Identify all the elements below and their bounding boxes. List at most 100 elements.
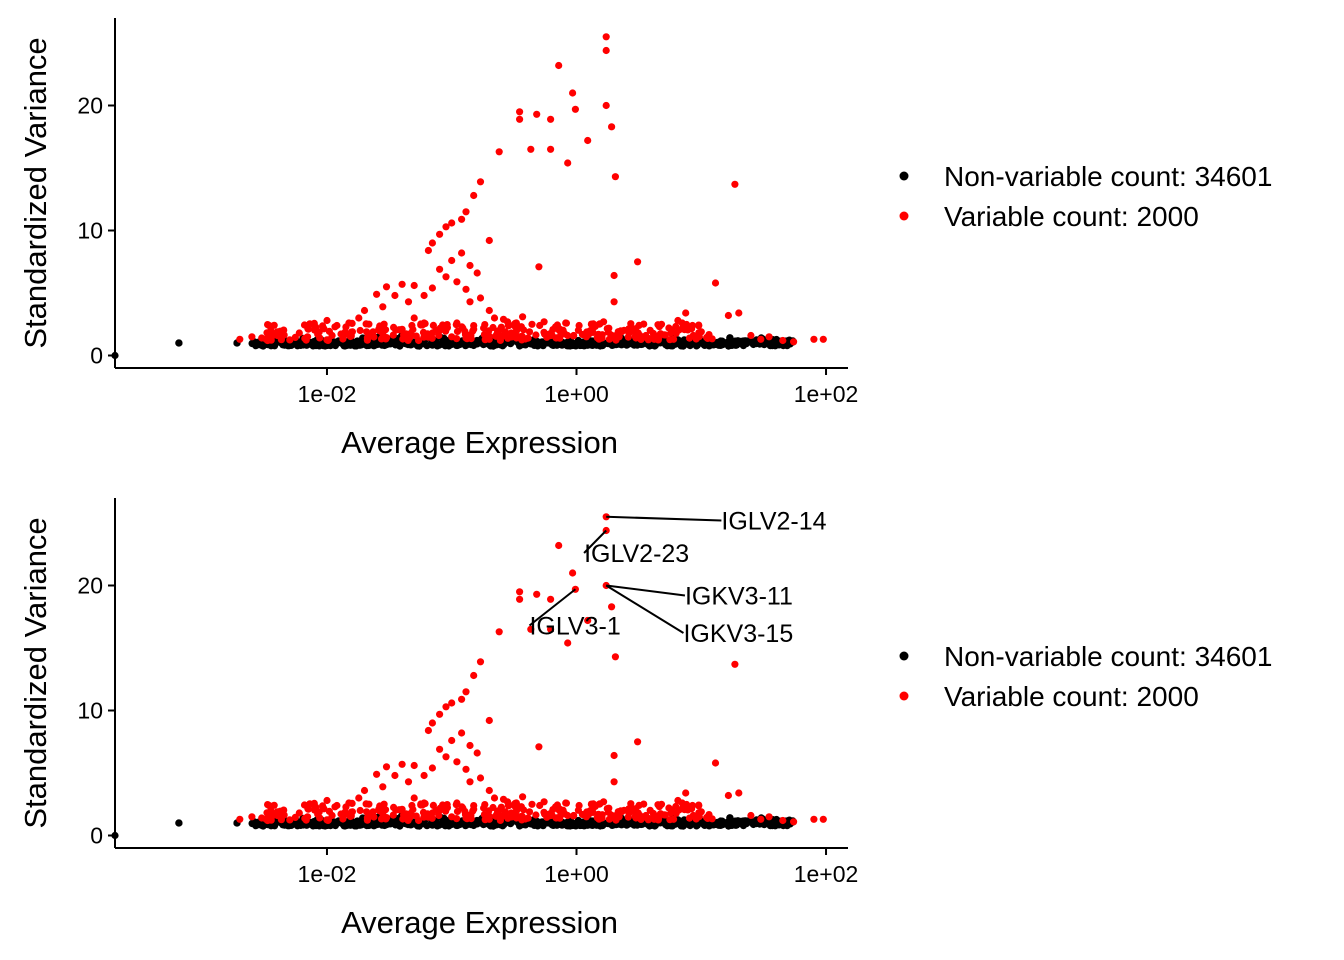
variable-point bbox=[442, 801, 450, 810]
nonvariable-point bbox=[772, 338, 780, 346]
variable-point bbox=[670, 815, 678, 823]
variable-point bbox=[360, 786, 369, 795]
variable-point bbox=[453, 807, 462, 816]
points-layer bbox=[111, 33, 827, 360]
variable-point bbox=[564, 159, 572, 167]
variable-point bbox=[682, 789, 690, 797]
variable-point bbox=[311, 325, 319, 333]
variable-point bbox=[695, 321, 703, 329]
variable-point bbox=[624, 813, 632, 821]
nonvariable-point bbox=[252, 821, 261, 829]
variable-point bbox=[453, 758, 461, 766]
variable-point bbox=[323, 796, 331, 805]
nonvariable-point bbox=[175, 819, 183, 827]
variable-point bbox=[512, 334, 521, 342]
variable-point bbox=[672, 329, 680, 337]
nonvariable-point bbox=[370, 342, 378, 350]
variable-point bbox=[547, 595, 555, 603]
variable-point bbox=[466, 298, 474, 306]
variable-point bbox=[473, 749, 481, 757]
x-axis-title: Average Expression bbox=[341, 425, 618, 460]
variable-point bbox=[429, 801, 437, 810]
points-layer bbox=[111, 513, 827, 840]
variable-point bbox=[442, 273, 450, 281]
y-axis-title: Standardized Variance bbox=[18, 517, 53, 828]
variable-point bbox=[582, 333, 591, 341]
variable-point bbox=[665, 324, 673, 332]
variable-point bbox=[661, 811, 669, 819]
variable-point bbox=[428, 329, 436, 337]
x-tick-label: 1e-02 bbox=[298, 381, 357, 407]
variable-point bbox=[453, 319, 461, 327]
nonvariable-point bbox=[344, 341, 352, 349]
variable-point bbox=[650, 815, 658, 823]
variable-point bbox=[562, 319, 570, 327]
nonvariable-point bbox=[386, 820, 394, 828]
variable-point bbox=[615, 333, 623, 341]
variable-point bbox=[569, 569, 577, 577]
variable-point bbox=[280, 811, 288, 819]
variable-point bbox=[286, 336, 294, 344]
nonvariable-point bbox=[579, 338, 587, 346]
variable-point bbox=[485, 786, 493, 795]
variable-point bbox=[516, 108, 524, 116]
variable-point bbox=[610, 778, 618, 786]
variable-point bbox=[436, 265, 444, 273]
variable-point bbox=[519, 313, 527, 321]
variable-point bbox=[470, 191, 478, 200]
variable-point bbox=[311, 805, 319, 813]
nonvariable-point bbox=[386, 340, 394, 348]
variable-point bbox=[295, 809, 303, 817]
annotation-connector bbox=[606, 584, 686, 597]
legend-label: Non-variable count: 34601 bbox=[944, 161, 1272, 192]
variable-point bbox=[518, 332, 526, 341]
variable-point bbox=[436, 710, 444, 718]
variable-point bbox=[428, 239, 436, 247]
variable-point bbox=[495, 628, 503, 636]
variable-point bbox=[420, 291, 428, 300]
variable-point bbox=[485, 815, 493, 823]
legend: Non-variable count: 34601 Variable count:… bbox=[899, 641, 1272, 712]
variable-point bbox=[724, 791, 733, 800]
variable-point bbox=[608, 123, 616, 131]
variable-point bbox=[819, 335, 827, 343]
variable-point bbox=[610, 271, 618, 280]
variable-point bbox=[582, 813, 591, 821]
variable-point bbox=[527, 145, 535, 153]
variable-point bbox=[408, 321, 416, 330]
variable-point bbox=[448, 219, 456, 227]
variable-point bbox=[377, 335, 386, 343]
nonvariable-point bbox=[688, 820, 697, 828]
variable-point bbox=[672, 809, 680, 817]
variable-point bbox=[672, 322, 680, 331]
legend-marker bbox=[899, 171, 909, 181]
variable-point bbox=[355, 794, 363, 802]
variable-point bbox=[646, 806, 654, 815]
variable-point bbox=[415, 816, 423, 825]
variable-point bbox=[535, 743, 543, 751]
variable-point bbox=[424, 726, 432, 735]
variable-point bbox=[320, 805, 328, 813]
nonvariable-point bbox=[287, 341, 295, 349]
y-tick-label: 20 bbox=[77, 573, 103, 599]
variable-point bbox=[810, 335, 818, 343]
variable-point bbox=[365, 320, 373, 328]
variable-point bbox=[555, 541, 563, 550]
variable-point bbox=[516, 588, 524, 596]
variable-point bbox=[424, 246, 432, 255]
variable-point bbox=[480, 804, 488, 812]
variable-point bbox=[540, 798, 548, 806]
variable-point bbox=[512, 319, 521, 327]
variable-point bbox=[265, 335, 273, 343]
variable-point bbox=[507, 809, 515, 817]
nonvariable-point bbox=[744, 819, 752, 827]
nonvariable-point bbox=[252, 341, 261, 349]
variable-point bbox=[657, 800, 666, 808]
variable-point bbox=[485, 716, 493, 725]
variable-point bbox=[615, 813, 623, 821]
variable-point bbox=[688, 801, 697, 810]
variable-point bbox=[575, 321, 583, 330]
variable-point bbox=[476, 774, 485, 782]
variable-point bbox=[512, 814, 521, 822]
legend-label: Variable count: 2000 bbox=[944, 681, 1199, 712]
